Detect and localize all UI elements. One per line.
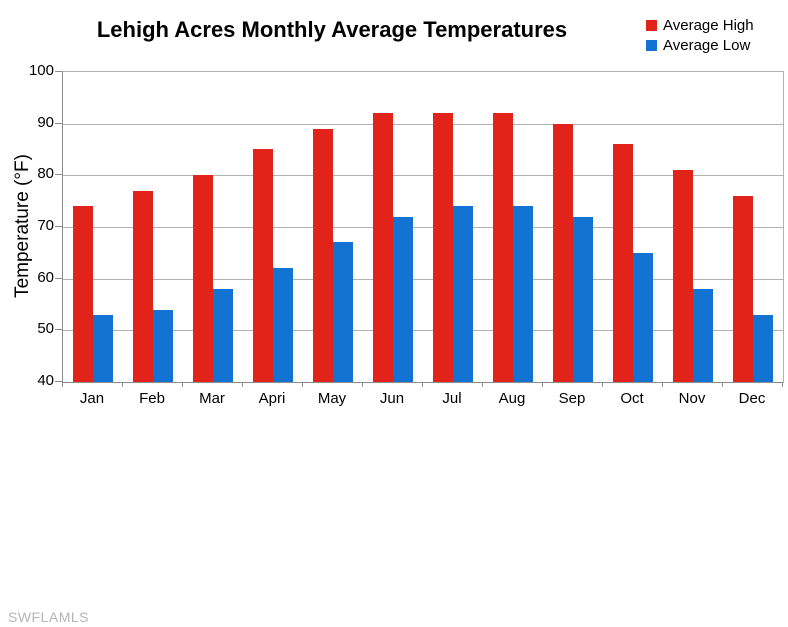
bar-high-mar xyxy=(193,175,213,382)
y-tick-mark-100 xyxy=(55,71,62,72)
bar-high-jan xyxy=(73,206,93,382)
y-tick-mark-40 xyxy=(55,381,62,382)
x-tick-mark-5 xyxy=(362,382,363,387)
legend: Average High Average Low xyxy=(646,18,754,58)
x-tick-mark-7 xyxy=(482,382,483,387)
bar-low-apri xyxy=(273,268,293,382)
x-tick-label-feb: Feb xyxy=(139,390,165,407)
bar-high-apri xyxy=(253,149,273,382)
x-tick-mark-11 xyxy=(722,382,723,387)
bar-high-nov xyxy=(673,170,693,382)
average-low-swatch-icon xyxy=(646,40,657,51)
x-tick-label-apri: Apri xyxy=(258,390,286,407)
y-tick-label-50: 50 xyxy=(37,320,54,337)
x-tick-mark-8 xyxy=(542,382,543,387)
y-tick-label-60: 60 xyxy=(37,269,54,286)
y-tick-mark-60 xyxy=(55,278,62,279)
x-tick-label-nov: Nov xyxy=(678,390,706,407)
y-tick-mark-70 xyxy=(55,226,62,227)
x-tick-mark-3 xyxy=(242,382,243,387)
bar-high-jun xyxy=(373,113,393,382)
x-tick-mark-6 xyxy=(422,382,423,387)
x-tick-label-sep: Sep xyxy=(558,390,586,407)
y-tick-mark-50 xyxy=(55,329,62,330)
legend-item-average-high: Average High xyxy=(646,18,754,33)
y-tick-mark-90 xyxy=(55,123,62,124)
y-tick-mark-80 xyxy=(55,174,62,175)
average-high-swatch-icon xyxy=(646,20,657,31)
x-tick-label-jun: Jun xyxy=(379,390,405,407)
x-tick-label-mar: Mar xyxy=(199,390,225,407)
y-tick-label-90: 90 xyxy=(37,114,54,131)
x-tick-mark-1 xyxy=(122,382,123,387)
bar-high-feb xyxy=(133,191,153,382)
x-tick-label-jan: Jan xyxy=(79,390,105,407)
x-tick-label-jul: Jul xyxy=(442,390,462,407)
x-tick-label-oct: Oct xyxy=(620,390,644,407)
bar-high-dec xyxy=(733,196,753,382)
bar-high-may xyxy=(313,129,333,382)
bar-low-sep xyxy=(573,217,593,382)
legend-item-average-low: Average Low xyxy=(646,38,754,53)
x-tick-mark-9 xyxy=(602,382,603,387)
y-tick-label-40: 40 xyxy=(37,372,54,389)
x-tick-mark-2 xyxy=(182,382,183,387)
bar-high-jul xyxy=(433,113,453,382)
chart-title: Lehigh Acres Monthly Average Temperature… xyxy=(96,17,568,42)
bar-low-jun xyxy=(393,217,413,382)
bar-low-jul xyxy=(453,206,473,382)
bar-low-dec xyxy=(753,315,773,382)
x-tick-label-aug: Aug xyxy=(498,390,526,407)
watermark: SWFLAMLS xyxy=(8,609,90,625)
x-tick-label-may: May xyxy=(317,390,347,407)
y-tick-label-100: 100 xyxy=(28,62,54,79)
plot-area xyxy=(62,71,784,383)
bar-low-aug xyxy=(513,206,533,382)
gridline-90 xyxy=(63,124,783,125)
bar-low-mar xyxy=(213,289,233,382)
bar-high-aug xyxy=(493,113,513,382)
bar-low-jan xyxy=(93,315,113,382)
x-tick-label-dec: Dec xyxy=(738,390,766,407)
gridline-80 xyxy=(63,175,783,176)
bar-low-oct xyxy=(633,253,653,382)
bar-low-may xyxy=(333,242,353,382)
bar-high-oct xyxy=(613,144,633,382)
x-tick-mark-4 xyxy=(302,382,303,387)
x-tick-mark-12 xyxy=(782,382,783,387)
gridline-50 xyxy=(63,330,783,331)
x-tick-mark-0 xyxy=(62,382,63,387)
bar-high-sep xyxy=(553,124,573,382)
bar-low-nov xyxy=(693,289,713,382)
legend-label: Average High xyxy=(663,17,754,34)
y-tick-label-80: 80 xyxy=(37,165,54,182)
gridline-60 xyxy=(63,279,783,280)
gridline-70 xyxy=(63,227,783,228)
bar-low-feb xyxy=(153,310,173,382)
y-tick-label-70: 70 xyxy=(37,217,54,234)
legend-label: Average Low xyxy=(663,37,751,54)
x-tick-mark-10 xyxy=(662,382,663,387)
